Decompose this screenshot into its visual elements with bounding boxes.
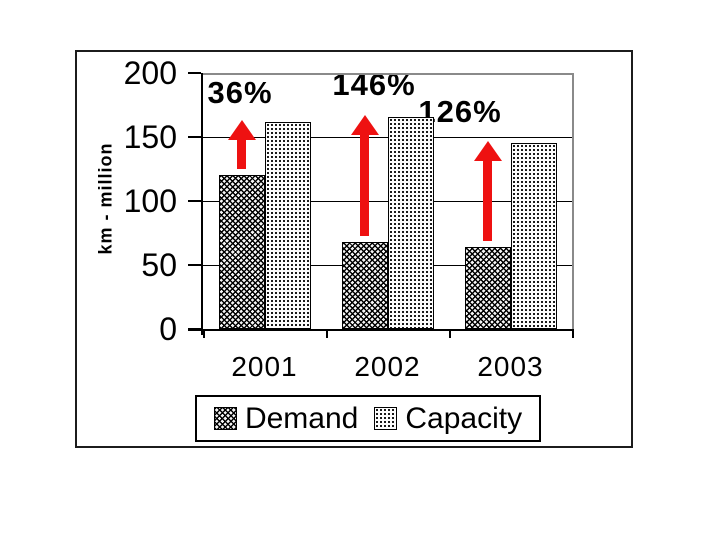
legend-item-demand: Demand bbox=[213, 401, 359, 435]
demand-swatch-icon bbox=[213, 407, 237, 430]
capacity-swatch-icon bbox=[374, 407, 398, 430]
arrow-shaft bbox=[483, 159, 492, 241]
bar-capacity-2003 bbox=[510, 143, 557, 329]
y-tick-label-100: 100 bbox=[123, 183, 177, 219]
legend-label-demand: Demand bbox=[244, 401, 359, 435]
chart-frame: km - million 36% 146% 126% Demand Capaci… bbox=[75, 50, 633, 448]
x-tick-3 bbox=[572, 329, 574, 338]
growth-arrow-2001 bbox=[227, 120, 256, 169]
arrow-shaft bbox=[360, 133, 369, 236]
x-tick-label-2002: 2002 bbox=[354, 351, 421, 382]
legend-item-capacity: Capacity bbox=[374, 401, 523, 435]
y-tick-0 bbox=[188, 328, 201, 330]
x-tick-0 bbox=[203, 329, 205, 338]
y-tick-label-50: 50 bbox=[141, 247, 177, 283]
y-tick-50 bbox=[188, 264, 201, 266]
bar-demand-2002 bbox=[341, 242, 388, 329]
arrow-head-icon bbox=[350, 115, 379, 135]
x-axis-line bbox=[188, 329, 574, 331]
y-tick-200 bbox=[188, 72, 201, 74]
growth-arrow-2002 bbox=[350, 115, 379, 236]
x-tick-label-2003: 2003 bbox=[477, 351, 544, 382]
y-tick-100 bbox=[188, 200, 201, 202]
bar-capacity-2002 bbox=[387, 117, 434, 329]
x-tick-2 bbox=[449, 329, 451, 338]
legend: Demand Capacity bbox=[195, 395, 541, 442]
bar-capacity-2001 bbox=[264, 122, 311, 329]
y-tick-label-150: 150 bbox=[123, 119, 177, 155]
y-axis-line bbox=[201, 73, 203, 335]
arrow-head-icon bbox=[227, 120, 256, 140]
plot-border-top bbox=[203, 73, 574, 75]
growth-arrow-2003 bbox=[473, 141, 502, 241]
legend-label-capacity: Capacity bbox=[405, 401, 523, 435]
y-tick-150 bbox=[188, 136, 201, 138]
y-tick-label-200: 200 bbox=[123, 55, 177, 91]
plot-border-right bbox=[572, 73, 574, 331]
annotation-growth-2001: 36% bbox=[207, 75, 273, 110]
arrow-shaft bbox=[237, 138, 246, 169]
bar-demand-2001 bbox=[218, 175, 265, 329]
x-tick-label-2001: 2001 bbox=[231, 351, 298, 382]
x-tick-1 bbox=[326, 329, 328, 338]
bar-demand-2003 bbox=[464, 247, 511, 329]
arrow-head-icon bbox=[473, 141, 502, 161]
y-tick-label-0: 0 bbox=[159, 311, 177, 347]
